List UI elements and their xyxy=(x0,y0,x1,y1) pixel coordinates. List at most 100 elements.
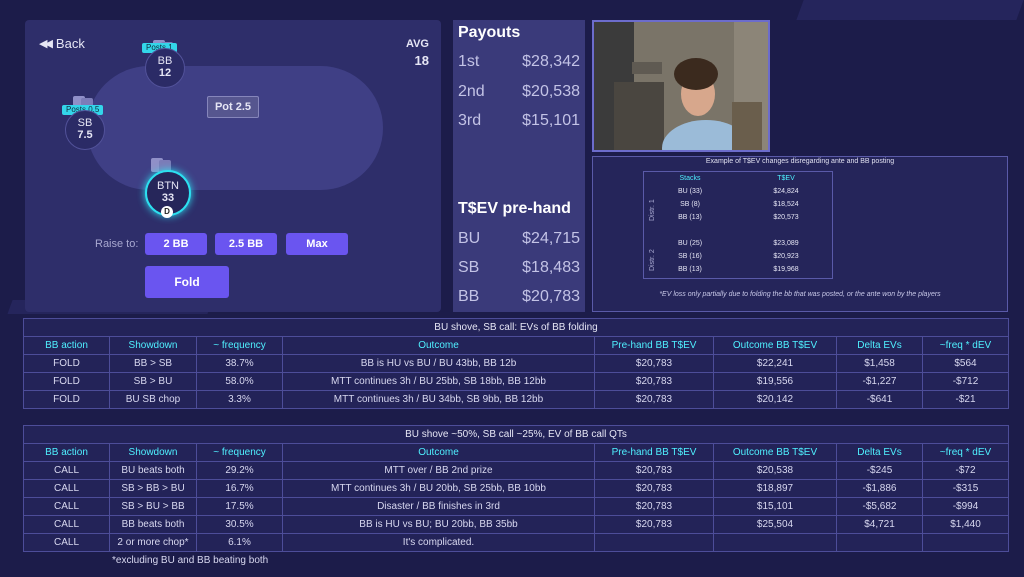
table-cell xyxy=(594,533,714,552)
table-cell: It's complicated. xyxy=(282,533,595,552)
table-cell: $20,783 xyxy=(594,515,714,534)
payouts-title: Payouts xyxy=(458,24,521,41)
example-row: BU (25) $23,089 xyxy=(644,237,832,250)
table-cell: -$245 xyxy=(836,461,923,480)
raise-2-5bb-button[interactable]: 2.5 BB xyxy=(215,233,277,255)
back-button[interactable]: ◀◀ Back xyxy=(39,36,85,51)
stack-cell: SB (16) xyxy=(678,253,702,260)
table-body: FOLD BB > SB 38.7% BB is HU vs BU / BU 43bb… xyxy=(23,354,1009,409)
table-row: FOLD SB > BU 58.0% MTT continues 3h / BU 25… xyxy=(23,372,1009,391)
seat-stack: 33 xyxy=(161,192,175,204)
seat-sb[interactable]: SB 7.5 xyxy=(65,110,105,150)
column-header: Delta EVs xyxy=(836,336,923,355)
stack-cell: BB (13) xyxy=(678,266,702,273)
rewind-icon: ◀◀ xyxy=(39,38,53,50)
table-cell xyxy=(836,533,923,552)
table-row: CALL SB > BU > BB 17.5% Disaster / BB finis… xyxy=(23,497,1009,516)
table-cell: $20,538 xyxy=(713,461,837,480)
table-header: BB action Showdown ~ frequency Outcome Pre-h… xyxy=(23,443,1009,462)
seat-stack: 12 xyxy=(158,67,172,79)
avg-value: 18 xyxy=(414,53,429,68)
tsev-row: BB $20,783 xyxy=(458,288,580,306)
seat-stack: 7.5 xyxy=(77,129,93,141)
poker-table-panel: ◀◀ Back AVG 18 Pot 2.5 Posts 1 BB 12 Pos… xyxy=(25,20,441,312)
payout-place: 1st xyxy=(458,53,480,70)
payout-place: 2nd xyxy=(458,83,485,100)
table-cell: BU beats both xyxy=(109,461,197,480)
seat-name: BTN xyxy=(157,180,179,192)
payout-row: 1st $28,342 xyxy=(458,53,580,71)
payout-amount: $28,342 xyxy=(522,53,580,70)
table-cell: 38.7% xyxy=(196,354,283,373)
table-cell: 17.5% xyxy=(196,497,283,516)
table-cell: -$994 xyxy=(922,497,1009,516)
raise-2bb-button[interactable]: 2 BB xyxy=(145,233,207,255)
column-header: ~freq * dEV xyxy=(922,443,1009,462)
col-tsev: T$EV xyxy=(777,175,795,182)
tsev-row: BU $24,715 xyxy=(458,230,580,248)
payout-place: 3rd xyxy=(458,112,482,129)
pot-display: Pot 2.5 xyxy=(207,96,259,118)
column-header: Pre-hand BB T$EV xyxy=(594,336,714,355)
header-row: BB action Showdown ~ frequency Outcome Pre-h… xyxy=(23,336,1009,355)
tsev-cell: $20,573 xyxy=(773,214,799,221)
table-row: FOLD BU SB chop 3.3% MTT continues 3h / BU … xyxy=(23,390,1009,409)
table-cell: 6.1% xyxy=(196,533,283,552)
column-header: ~ frequency xyxy=(196,443,283,462)
webcam-video xyxy=(592,20,770,152)
raise-max-button[interactable]: Max xyxy=(286,233,348,255)
payout-amount: $20,538 xyxy=(522,83,580,100)
column-header: Delta EVs xyxy=(836,443,923,462)
payouts-panel: Payouts 1st $28,342 2nd $20,538 3rd $15,… xyxy=(453,20,585,312)
header-row: BB action Showdown ~ frequency Outcome Pre-h… xyxy=(23,443,1009,462)
table-cell: MTT continues 3h / BU 20bb, SB 25bb, BB … xyxy=(282,479,595,498)
table-cell: $1,458 xyxy=(836,354,923,373)
table-cell: FOLD xyxy=(23,372,110,391)
table-cell: -$1,227 xyxy=(836,372,923,391)
table-cell xyxy=(713,533,837,552)
column-header: Outcome BB T$EV xyxy=(713,443,837,462)
table-cell: $22,241 xyxy=(713,354,837,373)
seat-bb[interactable]: BB 12 xyxy=(145,48,185,88)
fold-button[interactable]: Fold xyxy=(145,266,229,298)
table-felt xyxy=(87,66,383,190)
table-cell xyxy=(922,533,1009,552)
table-cell: $20,783 xyxy=(594,497,714,516)
table-cell: $20,783 xyxy=(594,479,714,498)
footnote: *excluding BU and BB beating both xyxy=(112,555,269,566)
table-header: BB action Showdown ~ frequency Outcome Pre-h… xyxy=(23,336,1009,355)
table-cell: MTT over / BB 2nd prize xyxy=(282,461,595,480)
example-row: SB (16) $20,923 xyxy=(644,250,832,263)
table-cell: $25,504 xyxy=(713,515,837,534)
table-cell: -$1,886 xyxy=(836,479,923,498)
table-cell: $20,783 xyxy=(594,372,714,391)
table-cell: CALL xyxy=(23,461,110,480)
table-cell: 16.7% xyxy=(196,479,283,498)
stack-cell: BU (25) xyxy=(677,240,703,247)
call-ev-table: BU shove ~50%, SB call ~25%, EV of BB ca… xyxy=(23,425,1009,552)
stack-cell: BB (13) xyxy=(678,214,702,221)
column-header: Showdown xyxy=(109,443,197,462)
table-cell: $19,556 xyxy=(713,372,837,391)
tsev-cell: $18,524 xyxy=(773,201,799,208)
example-header-row: Stacks T$EV xyxy=(644,172,832,185)
table-cell: $4,721 xyxy=(836,515,923,534)
back-label: Back xyxy=(55,36,85,51)
column-header: Showdown xyxy=(109,336,197,355)
table-cell: -$72 xyxy=(922,461,1009,480)
table-cell: MTT continues 3h / BU 34bb, SB 9bb, BB 1… xyxy=(282,390,595,409)
tsev-amount: $18,483 xyxy=(522,259,580,276)
column-header: Outcome xyxy=(282,443,595,462)
table-cell: BU SB chop xyxy=(109,390,197,409)
payout-amount: $15,101 xyxy=(522,112,580,129)
avg-label: AVG xyxy=(405,38,429,50)
table-cell: SB > BU > BB xyxy=(109,497,197,516)
tsev-cell: $23,089 xyxy=(773,240,799,247)
column-header: Outcome xyxy=(282,336,595,355)
table-cell: MTT continues 3h / BU 25bb, SB 18bb, BB … xyxy=(282,372,595,391)
example-row: SB (8) $18,524 xyxy=(644,198,832,211)
tsev-pos: BU xyxy=(458,230,481,247)
stack-cell: SB (8) xyxy=(680,201,700,208)
column-header: ~ frequency xyxy=(196,336,283,355)
webcam-feed-image xyxy=(594,22,768,150)
